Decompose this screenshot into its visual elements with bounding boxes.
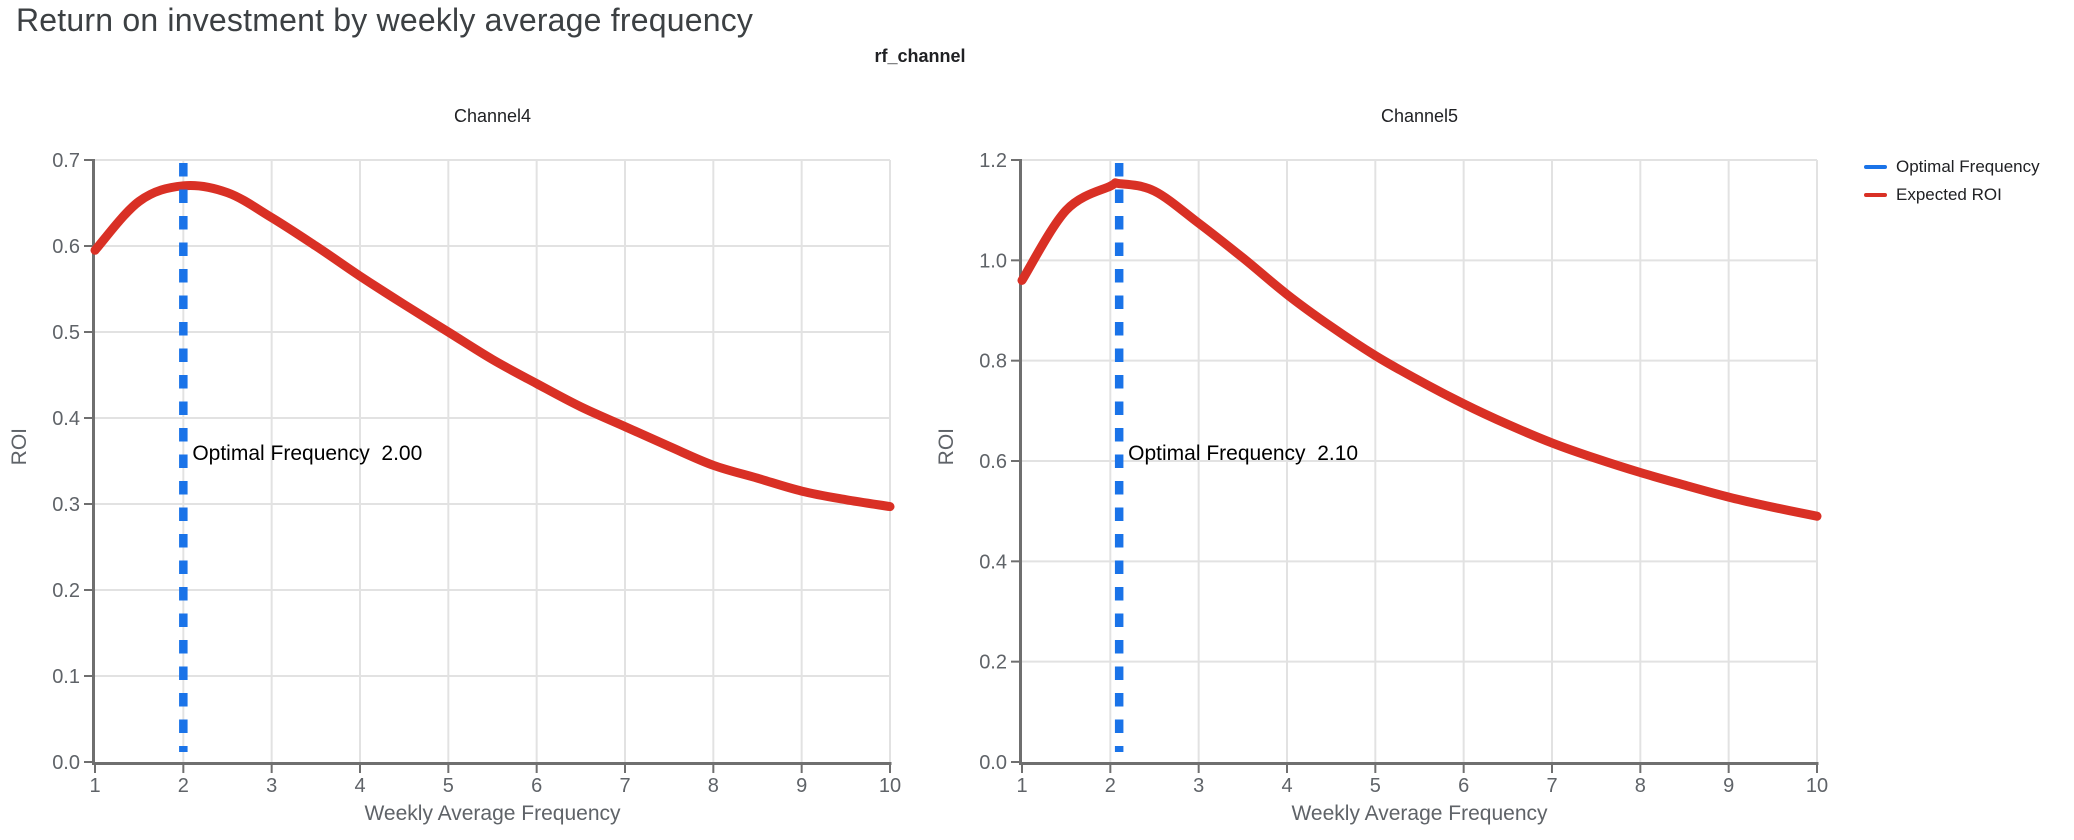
y-tick-label: 0.2 [52,580,80,602]
y-tick-label: 0.4 [979,551,1007,573]
x-tick-label: 9 [1723,775,1734,797]
y-axis-label: ROI [8,428,31,466]
x-axis-label: Weekly Average Frequency [364,802,621,825]
x-tick-label: 4 [1281,775,1292,797]
subplot-title-channel4: Channel4 [453,106,532,126]
channel4-plot-area: 0.0 0.1 0.2 0.3 0.4 0.5 0.6 0.7 1 2 3 4 5 6 7 8 9 10 [52,150,901,797]
legend: Optimal Frequency Expected ROI [1864,153,2040,209]
x-tick-label: 10 [879,775,901,797]
legend-item-optimal-frequency: Optimal Frequency [1864,153,2040,181]
y-tick-label: 0.6 [979,451,1007,473]
x-tick-label: 7 [619,775,630,797]
x-tick-label: 1 [1016,775,1027,797]
x-tick-label: 1 [89,775,100,797]
x-tick-label: 8 [1635,775,1646,797]
channel5-plot-area: 0.0 0.2 0.4 0.6 0.8 1.0 1.2 1 2 3 4 5 6 7 8 9 10 [979,150,1828,797]
expected-roi-curve [1017,178,1822,521]
x-tick-label: 5 [443,775,454,797]
channel4-chart: 0.0 0.1 0.2 0.3 0.4 0.5 0.6 0.7 1 2 3 4 5 6 7 8 9 10 Chan… [0,70,950,840]
y-tick-label: 1.2 [979,150,1007,172]
y-tick-label: 0.2 [979,652,1007,674]
x-tick-label: 5 [1370,775,1381,797]
x-tick-label: 7 [1546,775,1557,797]
x-tick-label: 6 [1458,775,1469,797]
optimal-frequency-line-swatch [1864,165,1887,169]
legend-item-expected-roi: Expected ROI [1864,181,2040,209]
y-tick-label: 0.6 [52,236,80,258]
x-axis-label: Weekly Average Frequency [1291,802,1548,825]
x-tick-label: 2 [178,775,189,797]
legend-label: Optimal Frequency [1896,157,2040,176]
expected-roi-line-swatch [1864,193,1887,197]
y-tick-label: 0.5 [52,322,80,344]
y-tick-label: 0.4 [52,408,80,430]
y-tick-label: 0.1 [52,666,80,688]
y-tick-label: 0.0 [52,752,80,774]
y-tick-label: 1.0 [979,250,1007,272]
x-tick-label: 4 [354,775,365,797]
x-tick-label: 3 [1193,775,1204,797]
legend-label: Expected ROI [1896,185,2002,204]
channel5-chart: 0.0 0.2 0.4 0.6 0.8 1.0 1.2 1 2 3 4 5 6 7 8 9 10 Channel… [927,70,1877,840]
subplot-title-channel5: Channel5 [1380,106,1459,126]
y-tick-label: 0.0 [979,752,1007,774]
y-tick-label: 0.8 [979,351,1007,373]
x-tick-label: 3 [266,775,277,797]
figure-title: rf_channel [874,46,966,66]
x-tick-label: 2 [1105,775,1116,797]
y-tick-label: 0.7 [52,150,80,172]
x-tick-label: 8 [708,775,719,797]
y-axis-label: ROI [935,428,958,466]
expected-roi-curve [90,180,895,512]
page-title: Return on investment by weekly average f… [16,2,754,38]
y-tick-label: 0.3 [52,494,80,516]
optimal-frequency-annotation: Optimal Frequency 2.00 [192,442,423,465]
x-tick-label: 9 [796,775,807,797]
optimal-frequency-annotation: Optimal Frequency 2.10 [1128,442,1359,465]
x-tick-label: 6 [531,775,542,797]
x-tick-label: 10 [1806,775,1828,797]
